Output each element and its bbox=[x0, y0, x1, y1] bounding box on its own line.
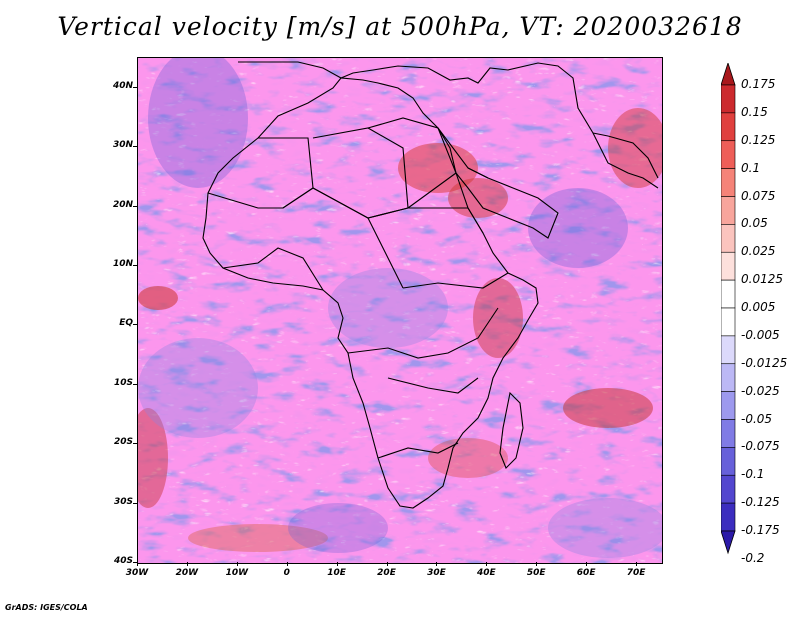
colorbar-graphic bbox=[720, 61, 736, 555]
intensity-patch bbox=[548, 498, 662, 558]
lon-tick bbox=[436, 562, 438, 566]
lon-tick bbox=[336, 562, 338, 566]
lat-tick-label: 40S bbox=[113, 556, 133, 566]
lon-tick-label: 70E bbox=[626, 568, 646, 578]
intensity-patch bbox=[188, 524, 328, 552]
colorbar-level-label: 0.025 bbox=[741, 244, 776, 259]
lon-tick-label: 30E bbox=[427, 568, 446, 578]
intensity-patch bbox=[563, 388, 653, 428]
field-streaks bbox=[138, 58, 662, 563]
colorbar-level-label: 0.0125 bbox=[741, 272, 783, 287]
lat-tick bbox=[133, 562, 137, 563]
colorbar-swatch bbox=[720, 196, 736, 225]
colorbar-level-label: -0.1 bbox=[741, 467, 765, 482]
lon-tick-label: 30W bbox=[125, 568, 149, 578]
lat-tick bbox=[133, 264, 137, 266]
lat-tick-label: 20N bbox=[112, 199, 133, 210]
lon-tick-label: 0 bbox=[283, 568, 290, 578]
intensity-patch bbox=[428, 438, 508, 478]
lat-tick-label: 40N bbox=[112, 80, 133, 91]
coastlines-and-borders bbox=[202, 61, 659, 509]
lon-tick bbox=[636, 562, 638, 566]
colorbar-swatch bbox=[720, 419, 736, 448]
colorbar-level-label: -0.175 bbox=[741, 523, 780, 537]
colorbar-swatch bbox=[720, 474, 736, 504]
colorbar-bottom-arrow bbox=[720, 530, 736, 555]
colorbar-level-label: -0.075 bbox=[741, 439, 780, 454]
lat-tick-label: EQ bbox=[119, 318, 133, 329]
colorbar-level-label: -0.05 bbox=[741, 411, 773, 426]
lon-tick-label: 20E bbox=[377, 568, 396, 578]
lat-tick-label: 20S bbox=[113, 437, 133, 448]
lon-tick-label: 10E bbox=[327, 568, 346, 578]
lon-tick bbox=[186, 562, 188, 566]
colorbar-level-label: -0.005 bbox=[741, 327, 780, 342]
intensity-patch bbox=[138, 408, 168, 508]
lon-tick bbox=[236, 562, 238, 566]
intensity-patch bbox=[608, 108, 662, 188]
colorbar-level-label: 0.1 bbox=[741, 160, 761, 175]
lon-tick-label: 40E bbox=[476, 568, 496, 578]
lat-tick-label: 10S bbox=[113, 377, 133, 388]
lat-tick-label: 10N bbox=[112, 258, 133, 269]
colorbar-level-label: 0.05 bbox=[741, 216, 768, 231]
vertical-velocity-field bbox=[138, 58, 662, 563]
colorbar-swatch bbox=[720, 168, 736, 197]
intensity-patch bbox=[288, 503, 388, 553]
lat-tick bbox=[133, 324, 137, 326]
intensity-patch bbox=[138, 286, 178, 310]
lat-tick bbox=[133, 443, 137, 445]
colorbar-swatch bbox=[720, 391, 736, 420]
map-panel bbox=[137, 57, 663, 564]
lon-tick bbox=[386, 562, 388, 566]
colorbar-swatch bbox=[720, 224, 736, 253]
colorbar-swatch bbox=[720, 84, 736, 114]
intensity-patch bbox=[138, 338, 258, 438]
map-title: Vertical velocity [m/s] at 500hPa, VT: 2… bbox=[57, 12, 743, 41]
grads-credit: GrADS: IGES/COLA bbox=[5, 603, 88, 612]
lat-tick-label: 30N bbox=[112, 140, 133, 151]
colorbar-level-label: 0.075 bbox=[741, 188, 776, 203]
colorbar-swatch bbox=[720, 251, 736, 281]
lon-tick-label: 20W bbox=[175, 568, 199, 578]
colorbar-level-label: 0.175 bbox=[741, 77, 776, 91]
intensity-patch bbox=[528, 188, 628, 268]
colorbar-level-label: -0.0125 bbox=[741, 355, 788, 370]
lon-tick-label: 10W bbox=[225, 568, 249, 578]
lon-tick-label: 50E bbox=[526, 568, 546, 578]
colorbar bbox=[720, 61, 800, 567]
colorbar-swatch bbox=[720, 140, 736, 169]
colorbar-top-arrow bbox=[720, 61, 736, 86]
colorbar-swatch bbox=[720, 447, 736, 476]
colorbar-level-label: 0.005 bbox=[741, 300, 776, 314]
intensity-patch bbox=[328, 268, 448, 348]
colorbar-level-label: -0.125 bbox=[741, 495, 780, 510]
lon-tick bbox=[486, 562, 488, 566]
lon-tick bbox=[137, 562, 138, 566]
lat-tick bbox=[133, 502, 137, 504]
colorbar-level-label: -0.025 bbox=[741, 383, 780, 398]
colorbar-swatch bbox=[720, 279, 736, 309]
colorbar-swatch bbox=[720, 363, 736, 392]
colorbar-swatch bbox=[720, 335, 736, 365]
colorbar-level-label: 0.15 bbox=[741, 104, 768, 119]
colorbar-level-label: 0.125 bbox=[741, 132, 776, 147]
lat-tick bbox=[133, 146, 137, 148]
lat-tick-label: 30S bbox=[113, 496, 133, 507]
intensity-patch bbox=[148, 58, 248, 188]
lat-tick bbox=[133, 383, 137, 385]
lat-tick bbox=[133, 205, 137, 207]
lon-tick bbox=[586, 562, 588, 566]
colorbar-swatch bbox=[720, 307, 736, 337]
lon-tick bbox=[286, 562, 288, 566]
lon-tick-label: 60E bbox=[576, 568, 596, 578]
colorbar-swatch bbox=[720, 112, 736, 142]
intensity-patch bbox=[473, 278, 523, 358]
colorbar-swatch bbox=[720, 502, 736, 532]
lat-tick bbox=[133, 86, 137, 88]
colorbar-level-label: -0.2 bbox=[741, 550, 765, 565]
intensity-patch bbox=[448, 178, 508, 218]
lon-tick bbox=[536, 562, 538, 566]
